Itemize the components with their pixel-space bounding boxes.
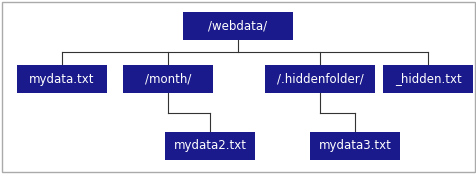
- Text: /month/: /month/: [145, 73, 191, 85]
- FancyBboxPatch shape: [165, 132, 255, 160]
- FancyBboxPatch shape: [309, 132, 399, 160]
- FancyBboxPatch shape: [183, 12, 292, 40]
- FancyBboxPatch shape: [382, 65, 472, 93]
- Text: /webdata/: /webdata/: [208, 19, 267, 33]
- FancyBboxPatch shape: [17, 65, 107, 93]
- Text: mydata.txt: mydata.txt: [29, 73, 95, 85]
- FancyBboxPatch shape: [123, 65, 213, 93]
- FancyBboxPatch shape: [265, 65, 374, 93]
- Text: _hidden.txt: _hidden.txt: [394, 73, 460, 85]
- Text: /.hiddenfolder/: /.hiddenfolder/: [276, 73, 363, 85]
- Text: mydata2.txt: mydata2.txt: [173, 140, 246, 152]
- Text: mydata3.txt: mydata3.txt: [318, 140, 391, 152]
